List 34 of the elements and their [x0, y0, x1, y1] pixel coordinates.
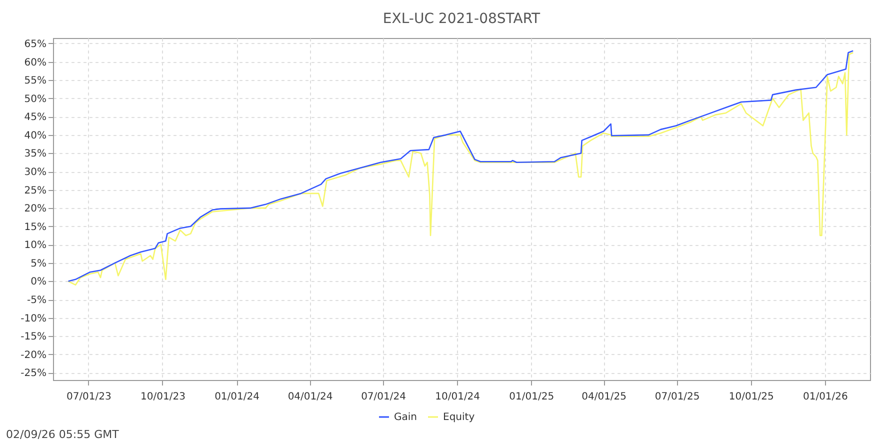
- y-tick-label: -25%: [20, 368, 46, 380]
- legend-label: Gain: [394, 412, 417, 423]
- y-tick-label: -15%: [20, 332, 46, 343]
- y-tick-label: 10%: [24, 240, 46, 252]
- y-tick-label: 5%: [30, 258, 46, 270]
- x-tick-label: 10/01/25: [728, 392, 774, 402]
- y-tick-label: 15%: [24, 222, 46, 233]
- x-tick-label: 10/01/23: [140, 392, 186, 402]
- y-tick-label: 65%: [24, 38, 46, 50]
- x-tick-label: 04/01/24: [288, 392, 333, 402]
- x-tick-label: 01/01/26: [802, 392, 848, 402]
- x-tick-label: 07/01/25: [654, 392, 700, 402]
- x-tick-label: 04/01/25: [582, 392, 627, 402]
- y-tick-label: 50%: [24, 94, 46, 105]
- x-tick-label: 07/01/24: [361, 392, 406, 402]
- y-tick-label: 55%: [24, 76, 46, 87]
- y-tick-label: 60%: [24, 57, 46, 68]
- y-tick-label: 45%: [24, 112, 46, 124]
- x-tick-label: 10/01/24: [435, 392, 480, 402]
- y-tick-label: 0%: [30, 276, 46, 288]
- x-tick-label: 01/01/24: [214, 392, 260, 402]
- y-tick-label: 25%: [24, 185, 46, 196]
- chart-title: EXL-UC 2021-08START: [382, 11, 541, 27]
- x-tick-label: 01/01/25: [509, 392, 554, 402]
- y-tick-label: 30%: [24, 167, 46, 178]
- y-tick-label: 40%: [24, 130, 46, 142]
- text: 02/09/26 05:55 GMT: [6, 428, 119, 441]
- y-tick-label: -10%: [20, 313, 46, 324]
- x-tick-label: 07/01/23: [66, 392, 112, 402]
- y-tick-label: -20%: [20, 350, 46, 361]
- legend-label: Equity: [443, 412, 475, 423]
- y-tick-label: -5%: [27, 295, 46, 306]
- y-tick-label: 20%: [24, 204, 46, 215]
- y-tick-label: 35%: [24, 148, 46, 160]
